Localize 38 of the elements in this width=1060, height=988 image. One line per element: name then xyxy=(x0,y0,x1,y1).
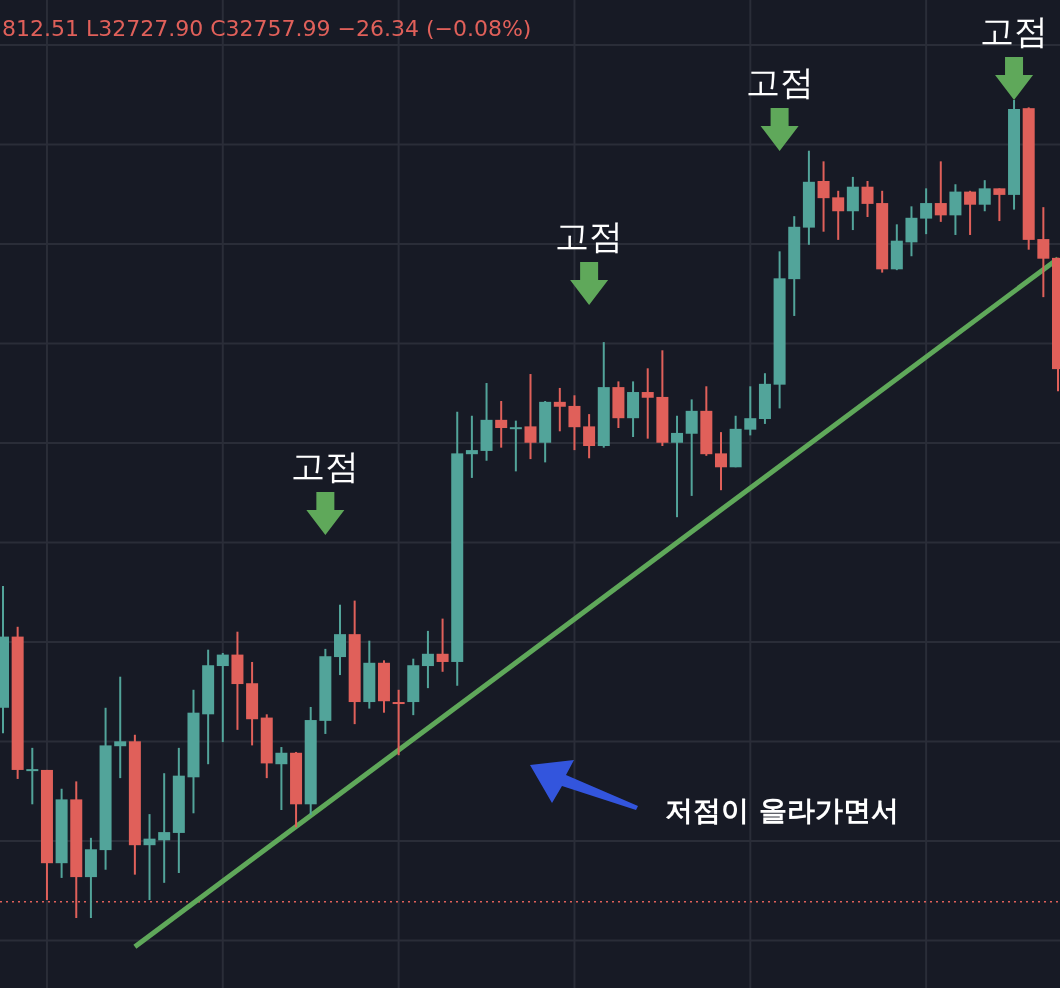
candlestick xyxy=(495,400,508,449)
annotation: 고점 xyxy=(291,446,360,486)
candlestick xyxy=(817,160,830,233)
candlestick xyxy=(993,187,1006,223)
candlestick xyxy=(1037,206,1050,299)
candlestick xyxy=(158,772,171,884)
candlestick xyxy=(920,187,933,236)
candlestick xyxy=(964,189,977,236)
candlestick xyxy=(114,675,127,780)
candlestick xyxy=(421,629,434,690)
chart-title: 812.51 L32727.90 C32757.99 −26.34 (−0.08%) xyxy=(2,16,532,41)
candlestick xyxy=(216,651,229,744)
candlestick xyxy=(949,183,962,236)
candlestick xyxy=(436,617,449,673)
candlestick xyxy=(334,603,347,677)
candlestick xyxy=(671,414,684,519)
candlestick xyxy=(583,413,596,460)
text: 고점 xyxy=(980,11,1049,51)
candlestick xyxy=(465,414,478,479)
candlestick xyxy=(714,431,727,492)
candlestick xyxy=(568,394,581,452)
candlestick xyxy=(553,386,566,433)
candlestick xyxy=(978,179,991,213)
annotation: 저점이 올라가면서 xyxy=(665,794,899,827)
candlestick xyxy=(392,688,405,757)
candlestick xyxy=(143,813,156,901)
annotation: 고점 xyxy=(555,216,624,256)
candlestick xyxy=(641,367,654,440)
candlestick xyxy=(685,398,698,497)
candlestick xyxy=(524,373,537,461)
candlestick xyxy=(861,179,874,218)
candlestick xyxy=(744,385,757,437)
annotation: 고점 xyxy=(745,62,814,102)
candlestick xyxy=(275,746,288,812)
candlestick xyxy=(934,160,947,223)
candlestick xyxy=(509,419,522,473)
candlestick xyxy=(26,746,39,806)
candlestick xyxy=(832,189,845,241)
